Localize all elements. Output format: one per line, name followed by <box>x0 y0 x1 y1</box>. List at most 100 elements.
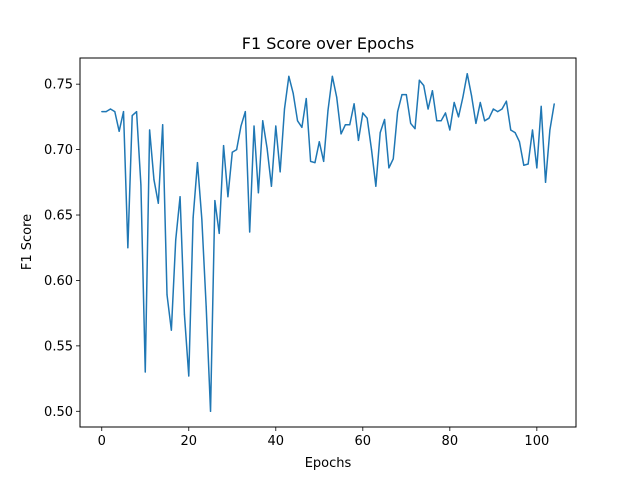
y-tick-label: 0.75 <box>44 78 73 93</box>
data-point <box>209 410 212 412</box>
data-point <box>323 160 325 162</box>
data-point <box>366 117 368 119</box>
x-tick-label: 40 <box>268 434 285 449</box>
data-point <box>457 116 460 118</box>
data-point <box>175 239 177 241</box>
data-point <box>501 108 503 110</box>
data-point <box>383 118 386 121</box>
data-point <box>231 151 233 153</box>
data-point <box>262 120 264 122</box>
data-point <box>253 125 255 127</box>
data-point <box>196 162 199 164</box>
data-point <box>518 141 521 143</box>
data-point <box>135 111 138 113</box>
data-point <box>327 109 329 111</box>
data-point <box>531 129 534 131</box>
data-point <box>484 120 486 122</box>
y-tick-label: 0.65 <box>44 209 73 224</box>
data-point <box>314 162 316 164</box>
data-point <box>370 149 373 151</box>
data-point <box>292 92 294 94</box>
data-point <box>423 84 425 87</box>
x-axis-label: Epochs <box>305 456 352 471</box>
data-point <box>470 95 473 97</box>
y-tick-label: 0.70 <box>44 143 73 158</box>
data-point <box>431 90 434 92</box>
data-point <box>122 111 125 113</box>
data-point <box>427 108 429 110</box>
data-point <box>244 111 246 113</box>
data-point <box>240 125 242 127</box>
data-point <box>218 232 220 234</box>
data-point <box>523 164 525 166</box>
series-line <box>101 72 555 413</box>
data-point <box>192 217 194 219</box>
data-point <box>166 294 168 296</box>
data-point <box>157 202 159 204</box>
data-point <box>227 196 229 198</box>
data-point <box>553 103 555 105</box>
data-point <box>449 129 451 131</box>
data-point <box>310 160 312 162</box>
data-point <box>353 103 355 105</box>
data-point <box>479 101 481 104</box>
data-point <box>270 185 273 187</box>
data-point <box>401 94 403 96</box>
y-tick-label: 0.50 <box>44 405 73 420</box>
data-point <box>488 117 490 119</box>
data-point <box>336 96 338 98</box>
x-tick-label: 80 <box>442 434 459 449</box>
data-point <box>453 101 455 104</box>
data-point <box>418 79 420 81</box>
data-point <box>492 108 494 110</box>
x-axis-ticks: 0 20 40 60 80 100 <box>98 427 549 449</box>
data-point <box>162 124 164 126</box>
data-point <box>344 124 346 126</box>
data-point <box>109 108 112 110</box>
data-point <box>131 114 133 117</box>
data-point <box>288 75 290 77</box>
data-point <box>527 163 529 165</box>
data-point <box>149 129 151 131</box>
data-point <box>205 306 207 308</box>
data-point <box>266 147 268 149</box>
data-point <box>236 149 238 151</box>
data-point <box>144 371 146 373</box>
data-point <box>436 120 438 122</box>
y-tick-label: 0.60 <box>44 274 73 289</box>
data-point <box>340 133 342 135</box>
data-point <box>170 329 172 331</box>
data-point <box>101 111 103 113</box>
data-point <box>505 100 507 102</box>
data-point <box>497 111 499 113</box>
x-tick-label: 60 <box>355 434 372 449</box>
data-point <box>510 129 512 131</box>
data-point <box>214 200 216 202</box>
data-point <box>140 184 142 186</box>
data-point <box>444 112 447 114</box>
data-point <box>375 185 377 187</box>
data-point <box>257 192 259 194</box>
y-axis-ticks: 0.50 0.55 0.60 0.65 0.70 0.75 <box>44 78 80 420</box>
data-point <box>105 111 107 113</box>
data-point <box>283 108 286 110</box>
data-point <box>440 120 442 122</box>
data-point <box>222 145 225 147</box>
data-point <box>153 179 155 181</box>
chart-title: F1 Score over Epochs <box>242 34 414 53</box>
data-point <box>379 131 381 134</box>
data-point <box>118 130 120 132</box>
plot-frame <box>79 57 577 428</box>
data-point <box>127 247 129 249</box>
data-point <box>549 129 551 131</box>
x-tick-label: 100 <box>524 434 549 449</box>
plot-area <box>101 72 555 413</box>
data-point <box>301 126 303 128</box>
data-point <box>466 73 468 75</box>
data-point <box>179 196 181 198</box>
x-tick-label: 0 <box>98 434 106 449</box>
data-point <box>296 120 299 122</box>
x-tick-label: 20 <box>180 434 197 449</box>
data-point <box>544 181 547 183</box>
